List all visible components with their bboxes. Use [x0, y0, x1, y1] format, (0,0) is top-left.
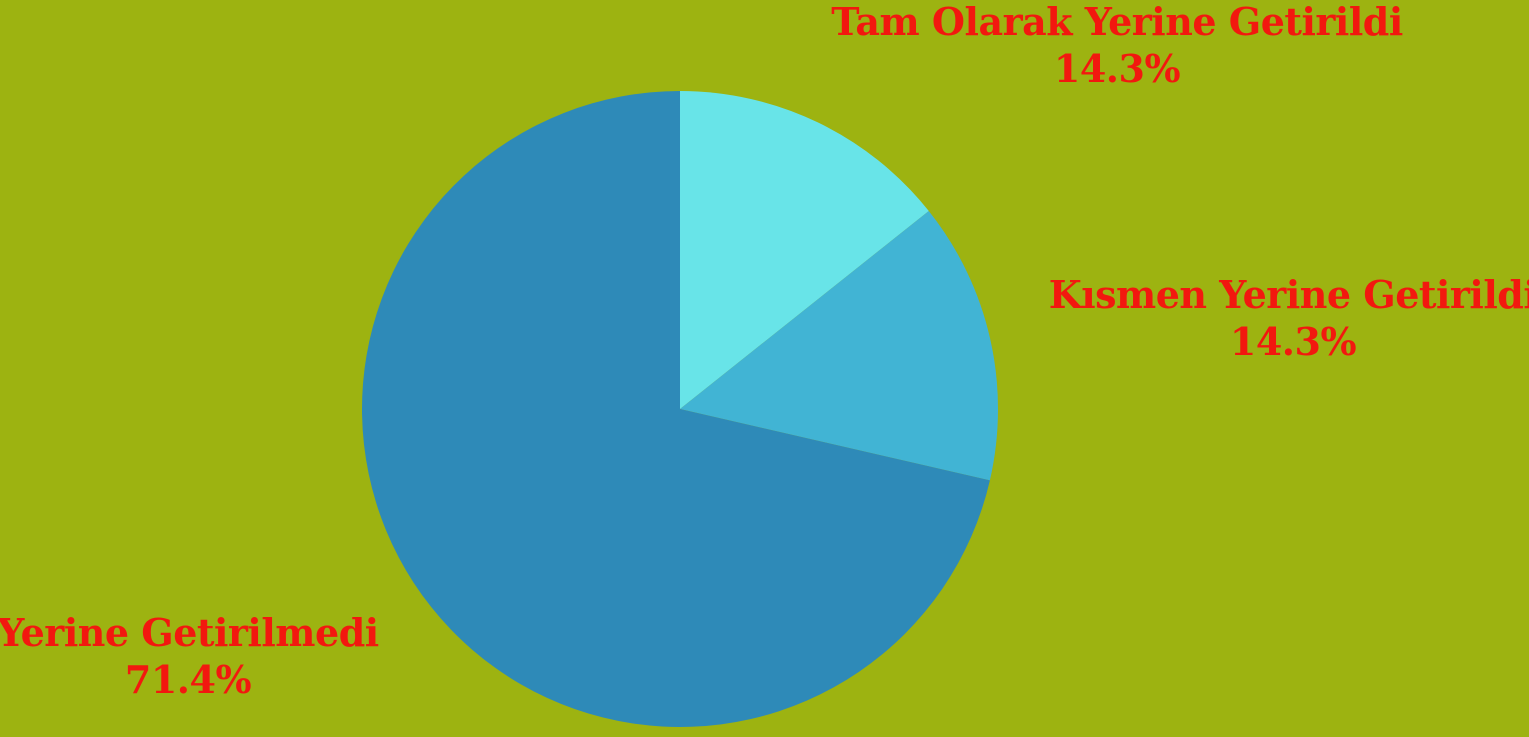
pie-slice-tam-olarak-yerine-getirildi [680, 91, 929, 409]
pie-slice-kismen-yerine-getirildi [680, 210, 998, 481]
slice-label-tam-olarak: Tam Olarak Yerine Getirildi 14.3% [831, 0, 1403, 94]
slice-percent-yerine-getirilmedi: 71.4% [124, 657, 252, 702]
slice-label-kismen: Kısmen Yerine Getirildi 14.3% [1049, 273, 1529, 367]
slice-name-kismen: Kısmen Yerine Getirildi [1048, 272, 1529, 317]
slice-name-tam-olarak: Tam Olarak Yerine Getirildi [831, 0, 1403, 44]
slice-percent-tam-olarak: 14.3% [1053, 46, 1181, 91]
slice-name-yerine-getirilmedi: Yerine Getirilmedi [0, 610, 379, 655]
slice-label-yerine-getirilmedi: Yerine Getirilmedi 71.4% [0, 611, 379, 705]
pie-slice-yerine-getirilmedi [361, 91, 990, 727]
slice-percent-kismen: 14.3% [1229, 319, 1357, 364]
